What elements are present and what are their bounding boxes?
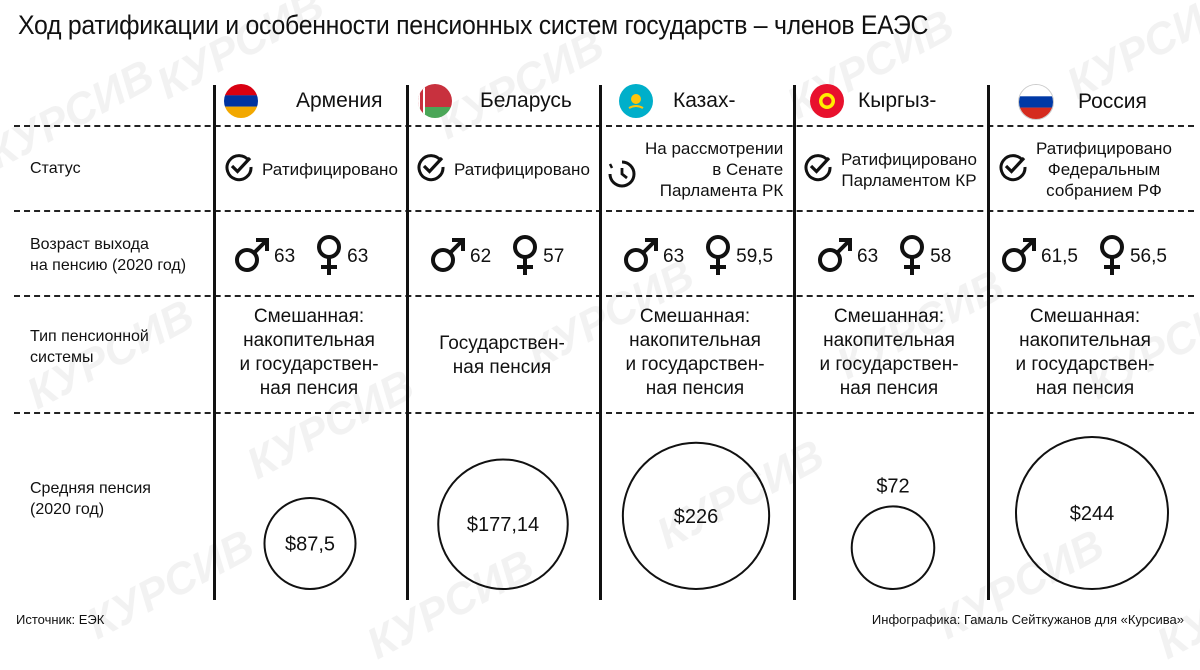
- row-label-age-line: на пенсию (2020 год): [30, 257, 187, 274]
- country-header-kazakhstan: Казах-: [619, 84, 735, 118]
- row-label-status: Статус: [30, 160, 81, 177]
- male-symbol-icon: [232, 235, 272, 280]
- age-armenia: 63 63: [232, 232, 386, 282]
- kazakhstan-flag-icon: [619, 84, 653, 118]
- pension-type-russia: Смешанная: накопительная и государствен-на…: [1015, 306, 1155, 399]
- pension-type-belarus: Государствен-ная пенсия: [439, 333, 565, 378]
- age-female: 57: [543, 246, 565, 267]
- pension-bubble: [437, 458, 569, 590]
- row-label-age-line: Возраст выхода: [30, 236, 149, 253]
- age-female: 58: [930, 246, 952, 267]
- age-kazakhstan: 63 59,5: [621, 232, 791, 282]
- pension-bubble-chart: $87,5 $177,14 $226 $72 $244: [263, 436, 1169, 591]
- watermark-text: КУРСИВ: [0, 50, 163, 179]
- pension-value-label: $226: [674, 506, 719, 528]
- check-circle-icon: [998, 152, 1028, 187]
- status-text: Ратифицировано: [454, 160, 590, 179]
- column-divider: [406, 85, 409, 600]
- row-divider: [14, 210, 1194, 212]
- row-label-type: Тип пенсионной системы: [30, 326, 149, 368]
- age-female: 59,5: [736, 246, 774, 267]
- age-female: 56,5: [1129, 246, 1167, 267]
- female-symbol-icon: [702, 233, 734, 282]
- pension-type-kyrgyzstan: Смешанная: накопительная и государствен-на…: [819, 306, 959, 399]
- female-symbol-icon: [313, 233, 345, 282]
- status-text: На рассмотрении в Сенате Парламента РК: [645, 139, 784, 200]
- row-divider: [14, 412, 1194, 414]
- status-russia: Ратифицировано Федеральным собранием РФ: [998, 132, 1172, 207]
- country-name: Россия: [1078, 90, 1147, 113]
- check-circle-icon: [224, 152, 254, 187]
- country-header-russia: Россия: [1018, 84, 1147, 120]
- female-symbol-icon: [509, 233, 541, 282]
- row-label-type-line: системы: [30, 349, 94, 366]
- column-divider: [793, 85, 796, 600]
- status-text: Ратифицировано Федеральным собранием РФ: [1036, 139, 1172, 200]
- pension-value-label: $177,14: [467, 514, 539, 536]
- pension-type-armenia: Смешанная: накопительная и государствен-на…: [239, 306, 379, 399]
- row-divider: [14, 295, 1194, 297]
- row-divider: [14, 125, 1194, 127]
- row-label-age: Возраст выхода на пенсию (2020 год): [30, 234, 186, 276]
- page-title: Ход ратификации и особенности пенсионных…: [18, 10, 929, 40]
- russia-flag-icon: [1018, 84, 1054, 120]
- pension-bubble: [850, 505, 936, 590]
- status-kyrgyzstan: Ратифицировано Парламентом КР: [803, 132, 977, 207]
- status-kazakhstan: На рассмотрении в Сенате Парламента РК: [607, 132, 783, 207]
- country-name: Армения: [296, 89, 383, 112]
- pension-value-label: $87,5: [285, 533, 335, 555]
- country-header-belarus: Беларусь: [418, 84, 572, 118]
- country-header-kyrgyzstan: Кыргыз-: [810, 84, 936, 118]
- country-header-armenia: Армения: [224, 84, 383, 118]
- row-label-pension-line: Средняя пенсия: [30, 480, 151, 497]
- age-male: 63: [274, 246, 296, 267]
- armenia-flag-icon: [224, 84, 258, 118]
- country-name: Кыргыз-: [858, 89, 937, 112]
- pension-value-label: $244: [1070, 503, 1115, 525]
- country-name: Казах-: [673, 89, 736, 112]
- column-divider: [599, 85, 602, 600]
- male-symbol-icon: [999, 235, 1039, 280]
- pension-bubble: [263, 496, 357, 591]
- row-label-type-line: Тип пенсионной: [30, 328, 149, 345]
- belarus-flag-icon: [418, 84, 452, 118]
- pension-type-kazakhstan: Смешанная: накопительная и государствен-на…: [625, 306, 765, 399]
- pension-bubble: [1015, 436, 1169, 590]
- age-male: 61,5: [1041, 246, 1078, 267]
- status-text: Ратифицировано: [262, 160, 398, 179]
- age-male: 63: [857, 246, 879, 267]
- source-note: Источник: ЕЭК: [16, 612, 105, 627]
- status-belarus: Ратифицировано: [416, 132, 590, 207]
- age-female: 63: [347, 246, 369, 267]
- check-circle-icon: [416, 152, 446, 187]
- clock-pending-icon: [607, 159, 637, 194]
- age-kyrgyzstan: 63 58: [815, 232, 969, 282]
- female-symbol-icon: [1096, 233, 1128, 282]
- status-armenia: Ратифицировано: [224, 132, 398, 207]
- male-symbol-icon: [428, 235, 468, 280]
- status-text: Ратифицировано Парламентом КР: [841, 149, 977, 190]
- age-russia: 61,5 56,5: [999, 232, 1185, 282]
- female-symbol-icon: [896, 233, 928, 282]
- column-divider: [213, 85, 216, 600]
- country-name: Беларусь: [480, 89, 572, 112]
- check-circle-icon: [803, 152, 833, 187]
- age-male: 63: [663, 246, 685, 267]
- row-label-pension-line: (2020 год): [30, 501, 105, 518]
- age-male: 62: [470, 246, 492, 267]
- male-symbol-icon: [621, 235, 661, 280]
- kyrgyzstan-flag-icon: [810, 84, 844, 118]
- column-divider: [987, 85, 990, 600]
- row-label-pension: Средняя пенсия (2020 год): [30, 478, 151, 520]
- pension-bubble: [621, 441, 771, 590]
- credit-note: Инфографика: Гамаль Сейткужанов для «Кур…: [871, 612, 1184, 627]
- pension-value-label: $72: [876, 475, 909, 497]
- age-belarus: 62 57: [428, 232, 582, 282]
- male-symbol-icon: [815, 235, 855, 280]
